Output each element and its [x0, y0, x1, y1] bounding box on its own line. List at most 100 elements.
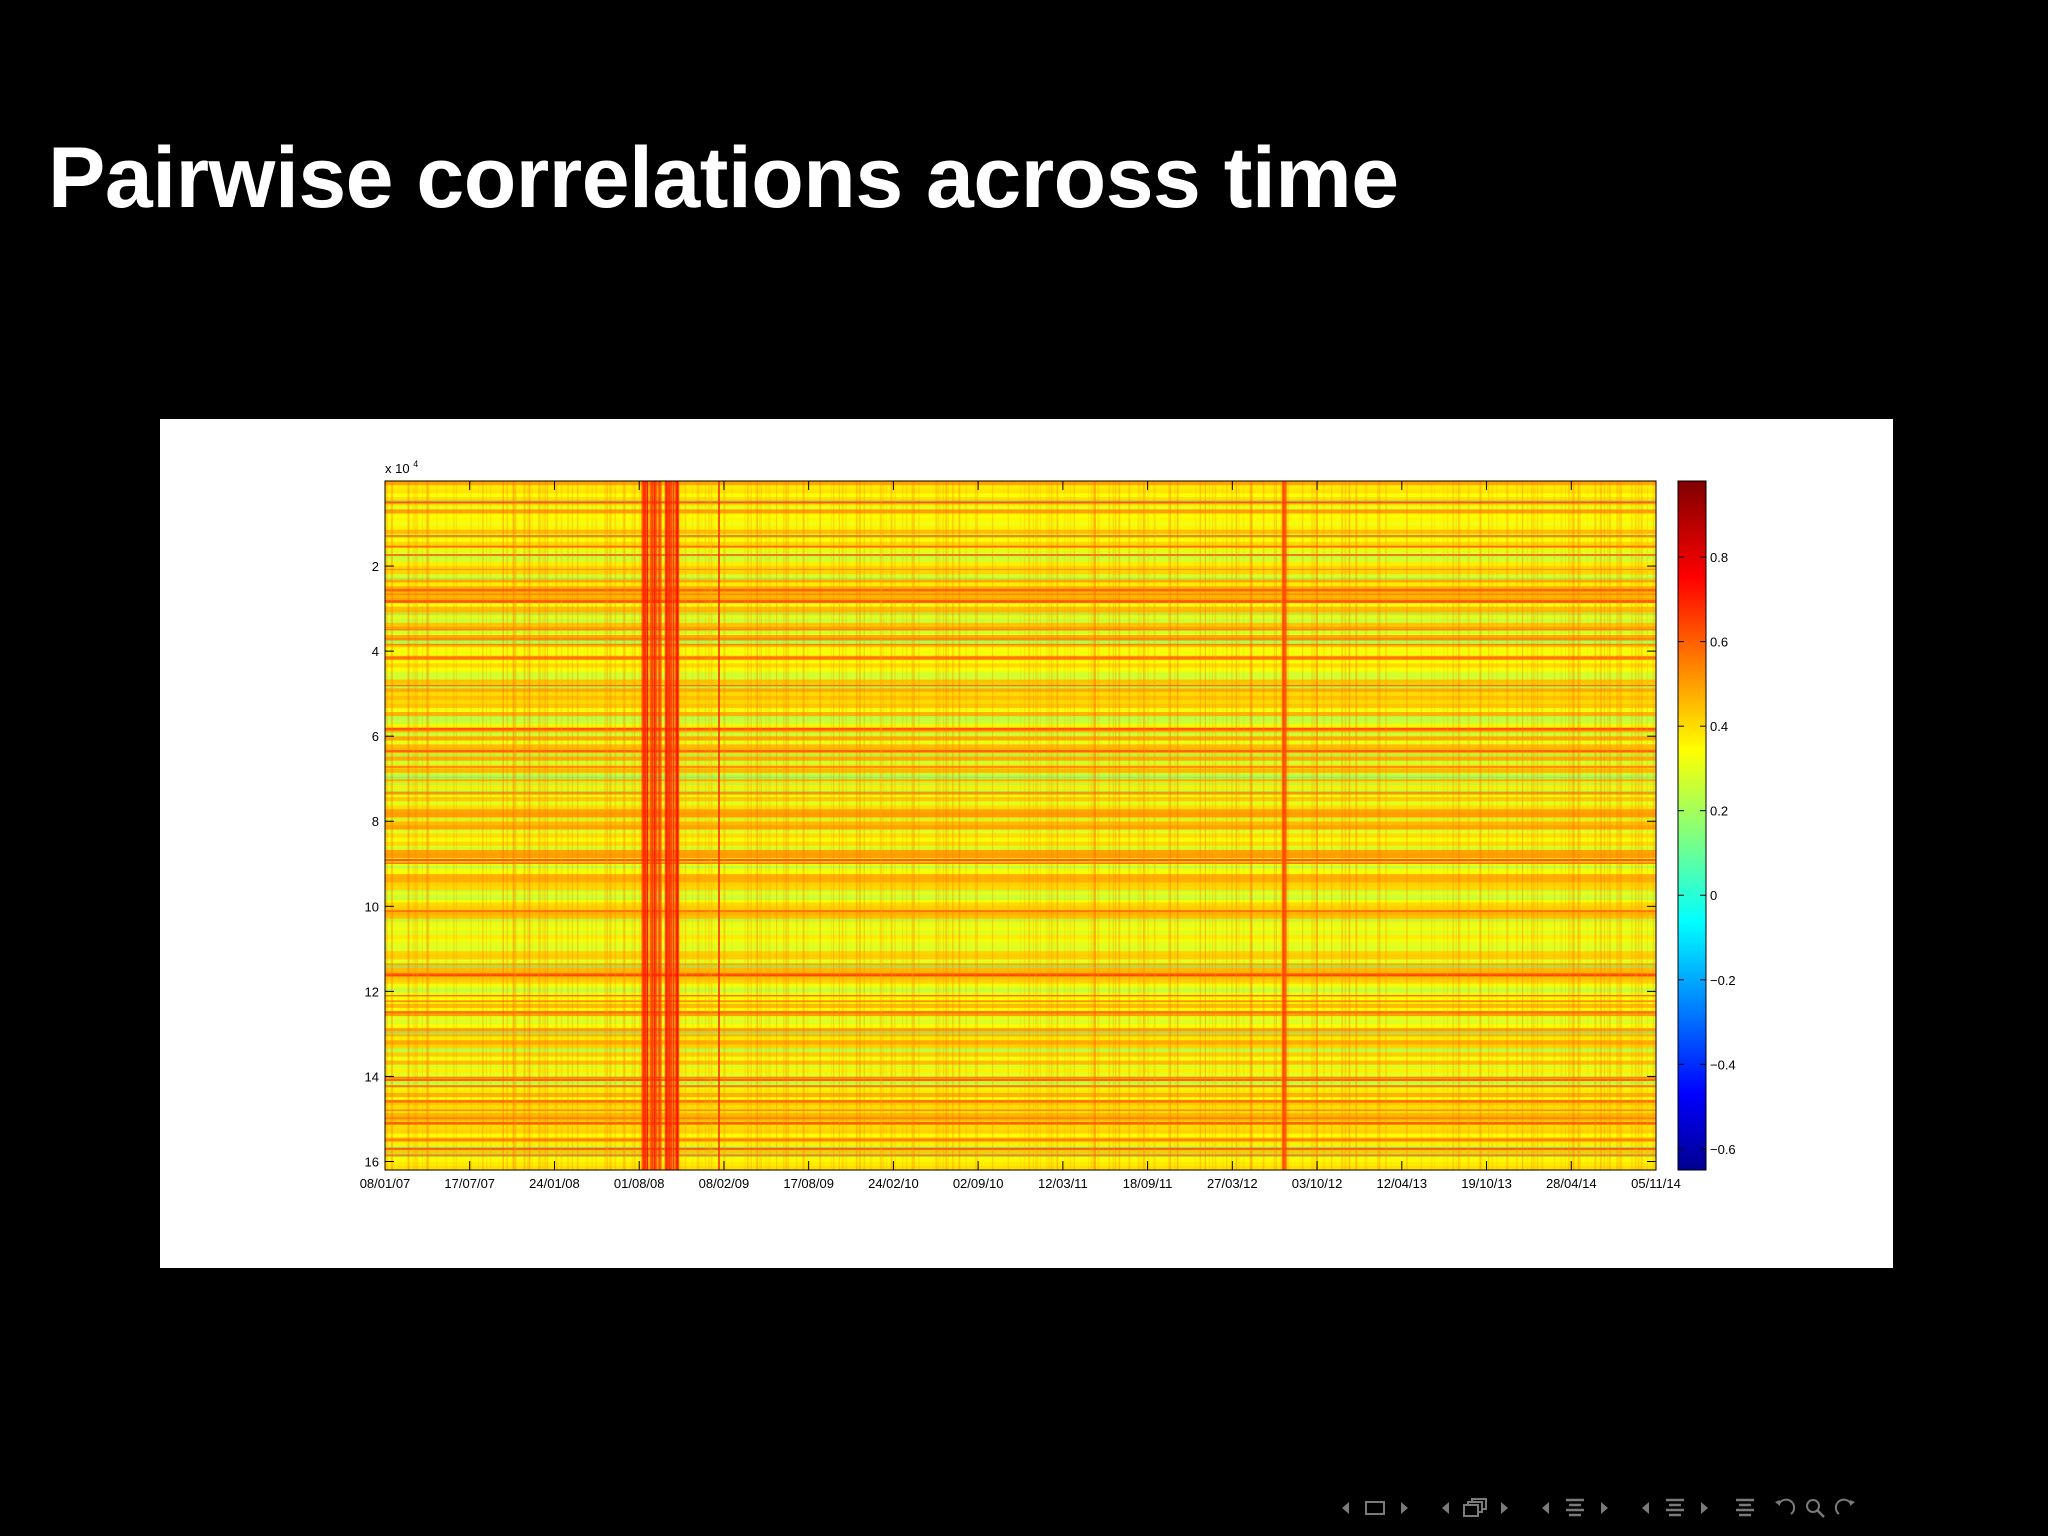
heatmap-crisis-column: [644, 481, 647, 1170]
heatmap-time-column: [819, 481, 821, 1170]
frame-icon[interactable]: [1360, 1492, 1390, 1524]
heatmap-row-band: [385, 926, 1656, 932]
heatmap-time-column: [1153, 481, 1155, 1170]
document-icon[interactable]: [1660, 1492, 1690, 1524]
heatmap-time-column: [1560, 481, 1562, 1170]
heatmap-high-row: [385, 684, 1656, 687]
heatmap-time-column: [1522, 481, 1524, 1170]
heatmap-time-column: [1341, 481, 1343, 1170]
heatmap-crisis-column: [647, 481, 649, 1170]
heatmap-time-column: [1032, 481, 1034, 1170]
heatmap-crisis-column: [664, 481, 666, 1170]
x-tick-label: 08/02/09: [699, 1176, 750, 1191]
heatmap-row-band: [385, 630, 1656, 636]
x-tick-label: 24/01/08: [529, 1176, 580, 1191]
heatmap-time-column: [606, 481, 609, 1170]
heatmap-row-band: [385, 906, 1656, 912]
heatmap-time-column: [1330, 481, 1333, 1170]
nav-prev-arrow-icon[interactable]: [1630, 1492, 1660, 1524]
heatmap-row-band: [385, 1125, 1656, 1131]
heatmap-time-column: [1073, 481, 1075, 1170]
nav-prev-arrow-icon[interactable]: [1330, 1492, 1360, 1524]
heatmap-time-column: [1634, 481, 1637, 1170]
heatmap-high-row: [385, 656, 1656, 660]
heatmap-time-column: [1273, 481, 1276, 1170]
heatmap-time-column: [696, 481, 698, 1170]
heatmap-row-band: [385, 744, 1656, 750]
nav-next-arrow-icon[interactable]: [1590, 1492, 1620, 1524]
heatmap-time-column: [1194, 481, 1197, 1170]
heatmap-row-band: [385, 1092, 1656, 1098]
heatmap-high-row: [385, 1085, 1656, 1088]
heatmap-time-column: [546, 481, 549, 1170]
heatmap-time-column: [1094, 481, 1096, 1170]
plot-frame: [384, 480, 1657, 1171]
heatmap-row-band: [385, 1060, 1656, 1066]
heatmap-time-column: [595, 481, 597, 1170]
heatmap-time-column: [1571, 481, 1573, 1170]
heatmap-time-column: [1620, 481, 1623, 1170]
heatmap-row-band: [385, 938, 1656, 944]
heatmap-row-band: [385, 914, 1656, 920]
heatmap-crisis-column: [1285, 481, 1287, 1170]
y-exponent-label: x 10 4: [385, 459, 418, 476]
heatmap-time-column: [649, 481, 651, 1170]
heatmap-time-column: [1603, 481, 1606, 1170]
heatmap-row-band: [385, 967, 1656, 972]
heatmap-time-column: [1564, 481, 1566, 1170]
heatmap-time-column: [1040, 481, 1041, 1170]
heatmap-time-column: [1365, 481, 1368, 1170]
forward-icon[interactable]: [1830, 1492, 1860, 1524]
section-icon[interactable]: [1560, 1492, 1590, 1524]
heatmap-time-column: [1112, 481, 1115, 1170]
heatmap-row-band: [385, 861, 1656, 867]
nav-next-arrow-icon[interactable]: [1390, 1492, 1420, 1524]
search-icon[interactable]: [1800, 1492, 1830, 1524]
heatmap-time-column: [1355, 481, 1358, 1170]
heatmap-row-band: [385, 870, 1656, 875]
heatmap-row-band: [385, 959, 1656, 964]
nav-prev-arrow-icon[interactable]: [1430, 1492, 1460, 1524]
heatmap-time-column: [555, 481, 558, 1170]
heatmap-time-column: [537, 481, 540, 1170]
nav-next-arrow-icon[interactable]: [1490, 1492, 1520, 1524]
heatmap-row-band: [385, 866, 1656, 871]
heatmap-row-band: [385, 947, 1656, 952]
back-icon[interactable]: [1770, 1492, 1800, 1524]
nav-prev-arrow-icon[interactable]: [1530, 1492, 1560, 1524]
heatmap-row-band: [385, 768, 1656, 774]
heatmap-high-row: [385, 862, 1656, 864]
heatmap-time-column: [1099, 481, 1100, 1170]
heatmap-time-column: [1311, 481, 1313, 1170]
heatmap-low-row: [385, 775, 1656, 779]
heatmap-time-column: [870, 481, 872, 1170]
appendix-icon[interactable]: [1730, 1492, 1760, 1524]
heatmap-time-column: [945, 481, 948, 1170]
heatmap-time-column: [759, 481, 761, 1170]
heatmap-row-band: [385, 485, 1656, 490]
heatmap-row-band: [385, 849, 1656, 855]
heatmap-time-column: [952, 481, 955, 1170]
heatmap-row-band: [385, 951, 1656, 956]
heatmap-row-band: [385, 736, 1656, 741]
heatmap-time-column: [744, 481, 746, 1170]
heatmap-time-column: [1377, 481, 1379, 1170]
heatmap-low-row: [385, 500, 1656, 502]
heatmap-high-row: [385, 1078, 1656, 1082]
y-tick-label: 8: [372, 814, 379, 829]
heatmap-time-column: [1095, 481, 1096, 1170]
heatmap-row-band: [385, 1056, 1656, 1062]
heatmap-time-column: [1287, 481, 1289, 1170]
heatmap-time-column: [1154, 481, 1156, 1170]
nav-next-arrow-icon[interactable]: [1690, 1492, 1720, 1524]
heatmap-time-column: [764, 481, 767, 1170]
heatmap-time-column: [1139, 481, 1142, 1170]
subsection-icon[interactable]: [1460, 1492, 1490, 1524]
heatmap-time-column: [624, 481, 626, 1170]
heatmap-row-band: [385, 1161, 1656, 1167]
heatmap-time-column: [755, 481, 757, 1170]
heatmap-time-column: [678, 481, 681, 1170]
heatmap-time-column: [456, 481, 457, 1170]
heatmap-time-column: [1128, 481, 1131, 1170]
heatmap-time-column: [1637, 481, 1640, 1170]
